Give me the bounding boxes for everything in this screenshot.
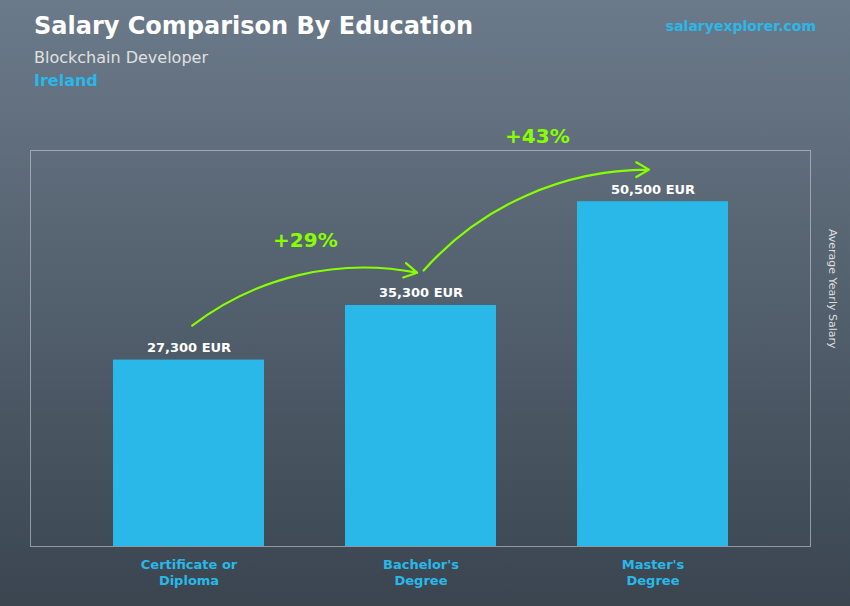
svg-text:Master'sDegree: Master'sDegree [622,556,685,588]
svg-text:+43%: +43% [505,124,570,148]
svg-text:50,500 EUR: 50,500 EUR [611,182,695,197]
svg-text:Certificate orDiploma: Certificate orDiploma [141,556,238,588]
svg-text:Bachelor'sDegree: Bachelor'sDegree [383,556,459,588]
html-text:Salary Comparison By Education: Salary Comparison By Education [34,12,474,40]
html-text:Ireland: Ireland [34,71,98,90]
svg-text:35,300 EUR: 35,300 EUR [379,285,463,300]
html-text:Blockchain Developer: Blockchain Developer [34,48,208,67]
html-text:salaryexplorer.com: salaryexplorer.com [665,18,816,34]
svg-text:27,300 EUR: 27,300 EUR [147,340,231,355]
svg-text:+29%: +29% [273,228,338,252]
svg-text:Average Yearly Salary: Average Yearly Salary [826,229,839,349]
